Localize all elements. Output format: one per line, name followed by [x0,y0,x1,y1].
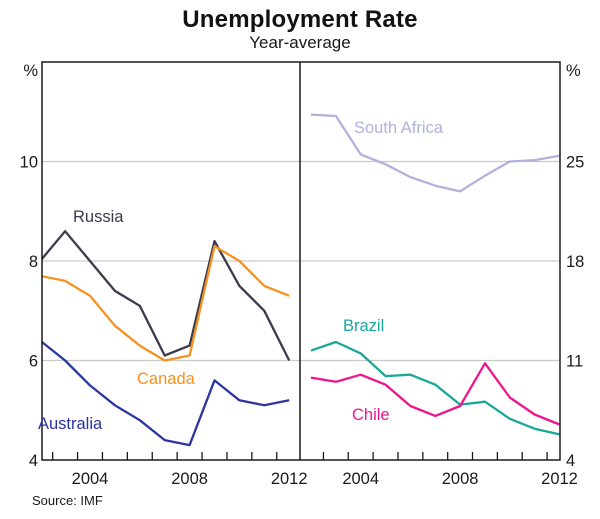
x-axis-label: 2008 [171,470,208,488]
y-axis-label-left: 4 [29,452,38,470]
y-axis-label-right: 25 [566,154,584,172]
series-label-chile: Chile [352,406,390,424]
series-labels-group: Russia Canada Australia South Africa Brazil C… [38,119,444,433]
y-axis-label-right: 4 [566,452,575,470]
chart-title: Unemployment Rate [182,6,418,33]
x-axis-label: 2008 [442,470,479,488]
y-axis-label-right: 11 [566,353,583,371]
series-label-brazil: Brazil [343,317,384,335]
plot-frame-group [41,61,561,461]
chart-subtitle: Year-average [249,33,351,52]
right-panel-series [310,113,560,436]
source-note: Source: IMF [32,493,103,508]
series-line-canada [42,244,290,362]
series-label-canada: Canada [137,370,196,388]
series-line-south-africa [310,113,560,193]
series-label-australia: Australia [38,415,103,433]
series-label-south-africa: South Africa [354,119,444,137]
left-panel-series [42,230,291,447]
left-unit-label: % [23,62,38,80]
series-line-russia [42,230,291,362]
plot-frame [41,61,561,461]
gridlines-group [42,160,560,362]
series-line-chile [310,362,560,426]
x-axis-label: 2012 [271,470,308,488]
x-axis-label: 2012 [541,470,578,488]
y-axis-label-left: 10 [20,154,38,172]
y-axis-label-left: 6 [29,353,38,371]
series-line-australia [42,340,290,447]
x-axis-label: 2004 [72,470,109,488]
axis-text-group: 4 6 8 10 4 11 18 25% % 2004 2008 2012 2004 2008 2012 [20,62,585,488]
y-axis-label-right: 18 [566,253,584,271]
series-line-brazil [310,340,560,436]
x-axis-label: 2004 [342,470,379,488]
series-label-russia: Russia [73,208,124,226]
y-axis-label-left: 8 [29,253,38,271]
right-unit-label: % [566,62,581,80]
